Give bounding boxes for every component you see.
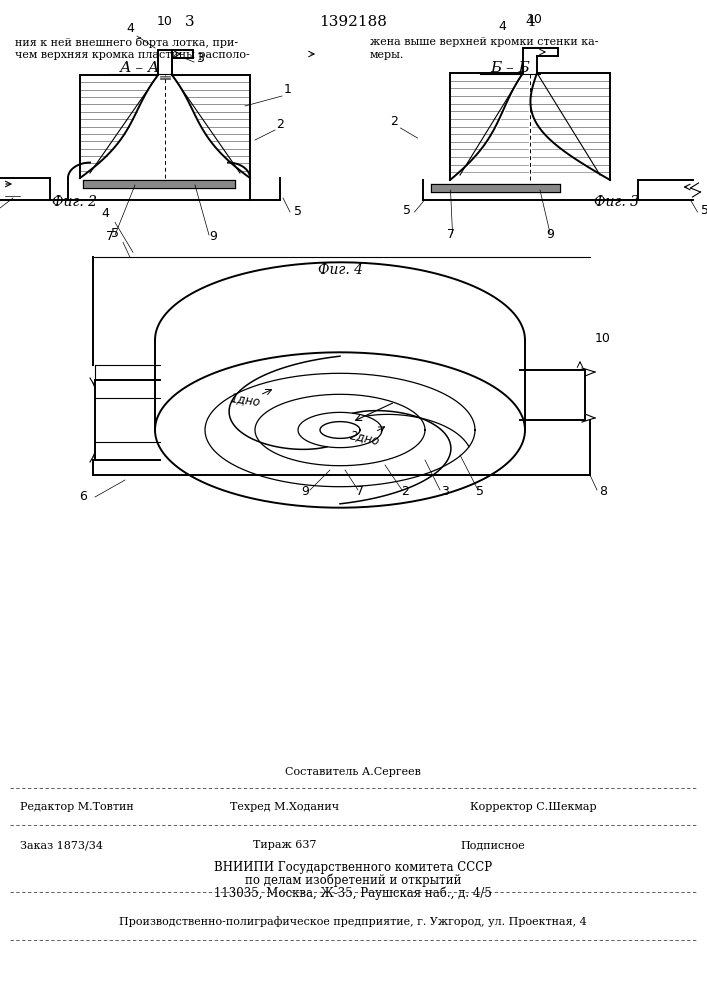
Text: 2дно: 2дно [349,428,381,448]
Text: 2: 2 [390,115,399,128]
Text: Тираж 637: Тираж 637 [253,840,317,850]
Text: 10: 10 [527,13,543,26]
Text: 8: 8 [599,485,607,498]
Text: 5: 5 [111,227,119,240]
Text: жена выше верхней кромки стенки ка-: жена выше верхней кромки стенки ка- [370,37,599,47]
Text: чем верхняя кромка пластины располо-: чем верхняя кромка пластины располо- [15,50,250,60]
Text: 1: 1 [284,83,292,96]
Text: 4: 4 [498,20,506,33]
Text: 2: 2 [276,118,284,131]
Text: 7: 7 [356,485,364,498]
Text: Фиг. 2: Фиг. 2 [52,195,98,209]
Text: 4: 4 [101,207,109,220]
Text: 113035, Москва, Ж-35, Раушская наб., д. 4/5: 113035, Москва, Ж-35, Раушская наб., д. … [214,886,492,900]
Text: Корректор С.Шекмар: Корректор С.Шекмар [470,802,597,812]
Text: 9: 9 [546,228,554,241]
Text: 10: 10 [595,332,611,345]
Text: 1дно: 1дно [229,391,261,409]
Text: 3: 3 [196,52,204,65]
Text: 9: 9 [209,230,217,243]
Text: 7: 7 [106,230,114,243]
Text: 1392188: 1392188 [319,15,387,29]
Text: 5: 5 [476,485,484,498]
Text: Техред М.Ходанич: Техред М.Ходанич [230,802,339,812]
Text: 6: 6 [79,490,87,503]
Text: Б – Б: Б – Б [490,61,530,75]
Text: ния к ней внешнего борта лотка, при-: ния к ней внешнего борта лотка, при- [15,37,238,48]
Text: 2: 2 [401,485,409,498]
Text: Подписное: Подписное [460,840,525,850]
Text: 3: 3 [441,485,449,498]
Text: 5: 5 [294,205,302,218]
Text: Составитель А.Сергеев: Составитель А.Сергеев [285,767,421,777]
Text: 7: 7 [447,228,455,241]
Text: Фиг. 3: Фиг. 3 [595,195,640,209]
Text: Редактор М.Товтин: Редактор М.Товтин [20,802,134,812]
Text: 5: 5 [404,204,411,217]
Text: Фиг. 4: Фиг. 4 [317,263,363,277]
Text: 3: 3 [185,15,195,29]
Text: по делам изобретений и открытий: по делам изобретений и открытий [245,873,461,887]
Text: 10: 10 [157,15,173,28]
Text: ВНИИПИ Государственного комитета СССР: ВНИИПИ Государственного комитета СССР [214,860,492,874]
Text: Производственно-полиграфическое предприятие, г. Ужгород, ул. Проектная, 4: Производственно-полиграфическое предприя… [119,917,587,927]
Text: 5: 5 [701,204,707,217]
Text: меры.: меры. [370,50,404,60]
Text: 9: 9 [301,485,309,498]
Text: 4: 4 [525,15,535,29]
Text: А – А: А – А [119,61,160,75]
Text: Заказ 1873/34: Заказ 1873/34 [20,840,103,850]
Text: 4: 4 [126,22,134,35]
